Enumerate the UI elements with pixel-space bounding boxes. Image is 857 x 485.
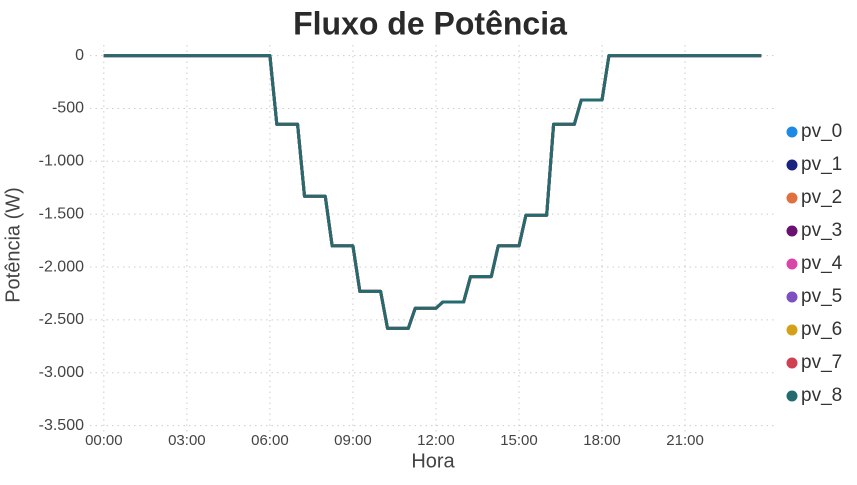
legend-marker bbox=[786, 192, 798, 204]
y-tick-label: -2.000 bbox=[39, 258, 84, 275]
x-axis-label: Hora bbox=[411, 450, 455, 472]
line bbox=[103, 54, 762, 330]
x-tick-label: 21:00 bbox=[666, 432, 704, 449]
legend-label: pv_3 bbox=[801, 220, 842, 241]
legend-label: pv_4 bbox=[801, 253, 843, 274]
legend-label: pv_8 bbox=[801, 385, 842, 406]
y-tick-label: 0 bbox=[75, 47, 84, 64]
line bbox=[103, 54, 762, 330]
legend-marker bbox=[786, 126, 798, 138]
x-tick-label: 15:00 bbox=[500, 432, 538, 449]
legend-label: pv_1 bbox=[801, 154, 842, 175]
legend-marker bbox=[786, 225, 798, 237]
line bbox=[103, 54, 762, 330]
x-tick-label: 06:00 bbox=[251, 432, 289, 449]
legend-marker bbox=[786, 324, 798, 336]
legend-marker bbox=[786, 258, 798, 270]
legend-label: pv_7 bbox=[801, 352, 842, 373]
x-tick-label: 18:00 bbox=[583, 432, 621, 449]
legend-label: pv_0 bbox=[801, 121, 842, 142]
x-tick-label: 12:00 bbox=[417, 432, 455, 449]
line bbox=[103, 54, 762, 330]
line bbox=[103, 54, 762, 330]
legend-label: pv_2 bbox=[801, 187, 842, 208]
y-tick-label: -1.000 bbox=[39, 153, 84, 170]
legend-label: pv_6 bbox=[801, 319, 842, 340]
y-tick-label: -3.000 bbox=[39, 364, 84, 381]
legend-label: pv_5 bbox=[801, 286, 842, 307]
y-tick-label: -2.500 bbox=[39, 311, 84, 328]
line bbox=[103, 54, 762, 330]
y-tick-label: -500 bbox=[52, 100, 84, 117]
y-tick-label: -1.500 bbox=[39, 205, 84, 222]
legend-marker bbox=[786, 357, 798, 369]
line bbox=[103, 54, 762, 330]
legend-marker bbox=[786, 159, 798, 171]
line bbox=[103, 54, 762, 330]
legend-marker bbox=[786, 291, 798, 303]
chart-title: Fluxo de Potência bbox=[293, 5, 567, 41]
y-axis-label: Potência (W) bbox=[2, 187, 24, 303]
legend-marker bbox=[786, 390, 798, 402]
x-tick-label: 00:00 bbox=[85, 432, 123, 449]
x-tick-label: 03:00 bbox=[168, 432, 206, 449]
y-tick-label: -3.500 bbox=[39, 417, 84, 434]
x-tick-label: 09:00 bbox=[334, 432, 372, 449]
line bbox=[103, 54, 762, 330]
